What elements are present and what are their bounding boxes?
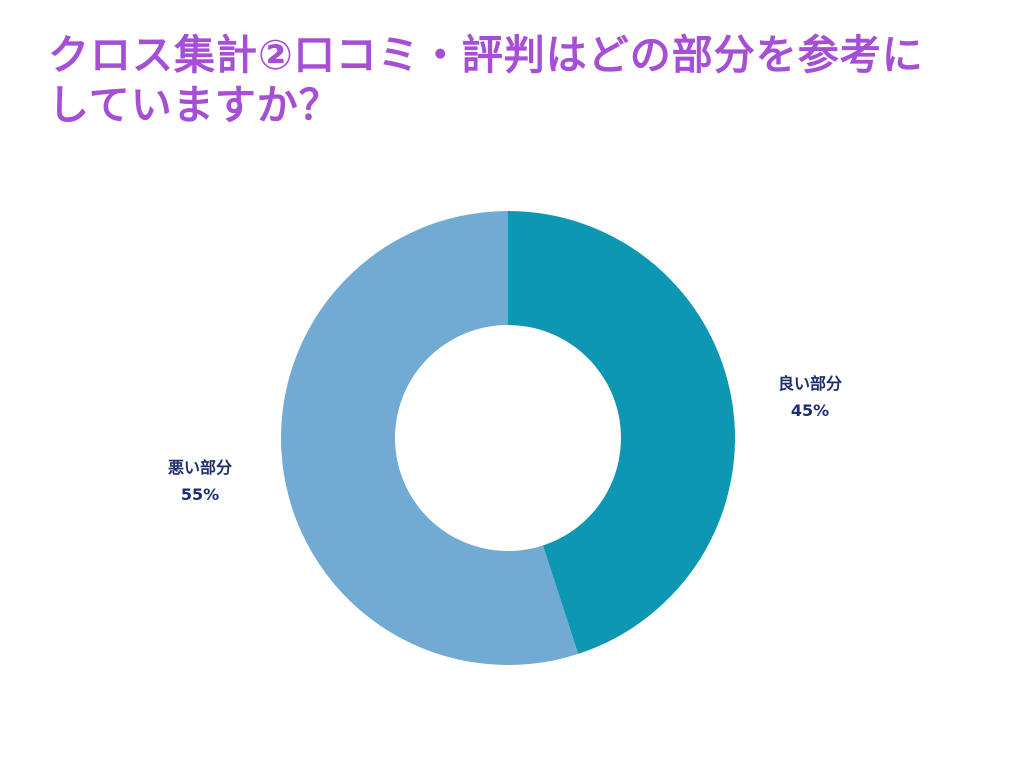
chart-title-line-2: していますか？ — [48, 81, 341, 129]
donut-slice-good — [508, 211, 735, 654]
category-label-good: 良い部分 — [777, 374, 842, 393]
donut-slice-bad — [281, 211, 579, 665]
chart-title: クロス集計②口コミ・評判はどの部分を参考に していますか？ — [48, 30, 988, 130]
value-label-good: 45% — [790, 401, 830, 420]
value-label-bad: 55% — [180, 485, 220, 504]
chart-title-line-1: クロス集計②口コミ・評判はどの部分を参考に — [48, 31, 924, 79]
slice-label-good: 良い部分 45% — [760, 370, 860, 424]
category-label-bad: 悪い部分 — [167, 458, 232, 477]
slice-label-bad: 悪い部分 55% — [150, 454, 250, 508]
